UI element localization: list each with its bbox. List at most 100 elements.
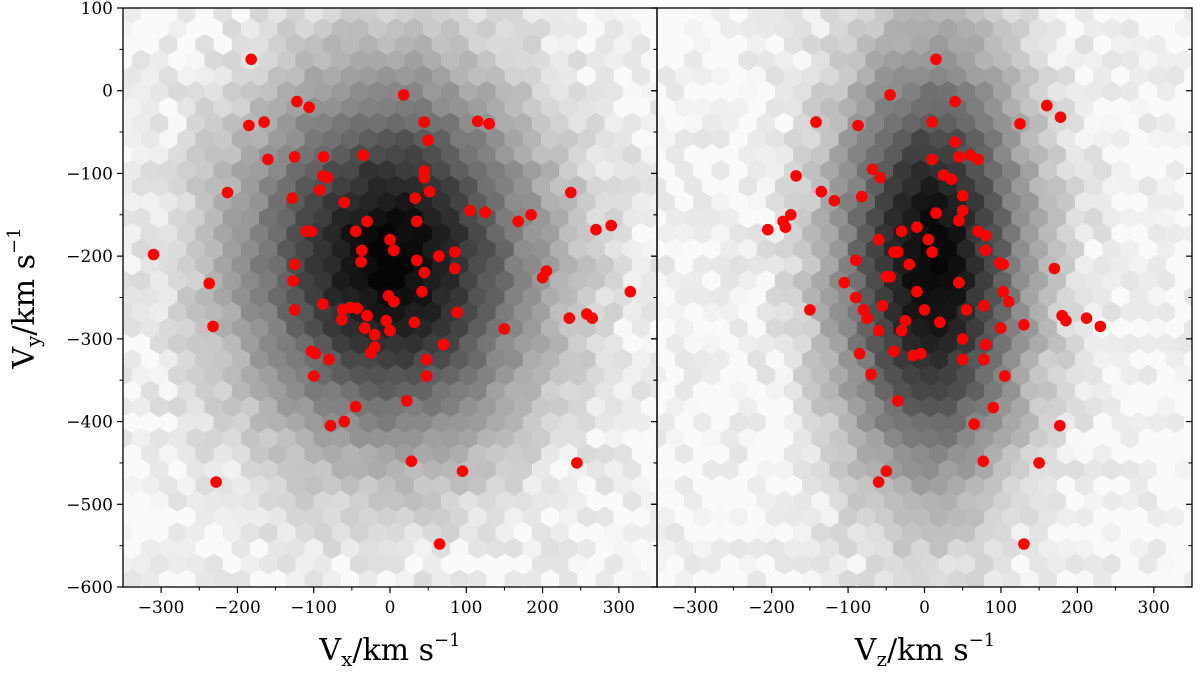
data-point <box>624 285 637 298</box>
data-point <box>1094 320 1107 333</box>
hexbin-cell <box>192 585 199 587</box>
data-point <box>995 322 1007 334</box>
hexbin-cell <box>963 585 970 587</box>
data-point <box>456 465 469 478</box>
data-point <box>1041 99 1053 112</box>
data-point <box>258 116 270 128</box>
hexbin-cell <box>1194 0 1200 8</box>
hexbin-cell <box>123 228 124 240</box>
hexbin-cell <box>96 113 114 134</box>
data-point <box>1060 314 1072 327</box>
data-point <box>960 304 973 316</box>
data-point <box>262 153 274 166</box>
data-point <box>1018 319 1030 331</box>
hexbin-cell <box>249 8 251 9</box>
data-point <box>978 353 990 366</box>
hexbin-cell <box>123 354 124 366</box>
left-panel: −300 −200 −100 0 100 200 300 100 0 −100 −200 −300 −4… <box>66 0 657 618</box>
data-point <box>368 328 381 341</box>
hexbin-cell <box>1194 365 1200 386</box>
data-point <box>945 173 958 185</box>
hexbin-cell <box>965 8 967 9</box>
hexbin-cell <box>123 291 124 303</box>
y-tick-label: 0 <box>102 82 113 102</box>
data-point <box>384 324 396 337</box>
x-tick-label: −200 <box>214 598 261 618</box>
data-point <box>779 221 792 233</box>
data-point <box>288 151 301 163</box>
data-point <box>903 258 915 271</box>
data-point <box>849 254 862 267</box>
hexbin-cell <box>692 8 694 9</box>
hexbin-cell <box>747 8 749 9</box>
data-point <box>498 323 511 335</box>
data-point <box>464 204 476 217</box>
data-point <box>365 347 377 359</box>
hexbin-cell <box>944 585 952 587</box>
data-point <box>433 250 445 262</box>
hexbin-cell <box>1194 208 1200 229</box>
data-point <box>930 53 942 66</box>
hexbin-cell <box>413 8 415 9</box>
hexbin-cell <box>410 585 418 587</box>
data-point <box>899 314 912 327</box>
y-tick-label: −100 <box>66 164 113 184</box>
data-point <box>338 415 351 428</box>
data-point <box>420 370 433 382</box>
hexbin-cell <box>267 8 270 9</box>
data-point <box>291 95 303 108</box>
hexbin-cell <box>195 8 197 9</box>
hexbin-cell <box>1194 460 1200 481</box>
hexbin-cell <box>890 585 897 587</box>
hexbin-cell <box>657 585 661 587</box>
data-point <box>380 314 393 327</box>
hexbin-cell <box>96 208 114 229</box>
hexbin-cell <box>231 8 233 9</box>
data-point <box>911 285 923 298</box>
x-tick-label: −100 <box>825 598 872 618</box>
hexbin-cell <box>856 8 858 9</box>
data-point <box>321 171 334 184</box>
data-point <box>384 233 396 246</box>
hexbin-cell <box>140 8 142 9</box>
data-point <box>221 186 234 199</box>
y-tick-label: 100 <box>81 0 113 19</box>
hexbin-cell <box>1194 586 1200 607</box>
data-point <box>849 291 862 304</box>
data-point <box>956 333 969 345</box>
hexbin-cell <box>96 365 114 386</box>
y-tick-label: −600 <box>66 578 113 598</box>
hexbin-cell <box>874 8 876 9</box>
hexbin-cell <box>820 8 822 9</box>
hexbin-cell <box>1194 523 1200 544</box>
right-panel: −300 −200 −100 0 100 200 300 <box>630 0 1200 618</box>
x-tick-label: −300 <box>672 598 719 618</box>
data-point <box>540 265 553 277</box>
data-point <box>401 395 413 407</box>
data-point <box>874 171 886 184</box>
hexbin-cell <box>96 271 114 292</box>
right-hexbin-background <box>630 0 1200 607</box>
x-tick-label: 200 <box>526 598 558 618</box>
data-point <box>956 190 969 202</box>
hexbin-cell <box>947 8 949 9</box>
data-point <box>243 119 255 132</box>
x-tick-label: 100 <box>450 598 482 618</box>
data-point <box>930 207 942 219</box>
data-point <box>307 370 320 382</box>
data-point <box>785 209 797 221</box>
data-point <box>203 277 215 290</box>
hexbin-cell <box>929 8 931 9</box>
data-point <box>997 285 1009 298</box>
hexbin-cell <box>322 8 324 9</box>
hexbin-cell <box>265 585 272 587</box>
hexbin-cell <box>286 8 288 9</box>
data-point <box>866 163 879 176</box>
hexbin-cell <box>630 0 648 8</box>
hexbin-cell <box>1194 50 1200 71</box>
data-point <box>876 300 889 312</box>
data-point <box>361 215 373 228</box>
hexbin-cell <box>540 8 542 9</box>
hexbin-cell <box>1194 82 1200 103</box>
hexbin-cell <box>1165 8 1167 9</box>
